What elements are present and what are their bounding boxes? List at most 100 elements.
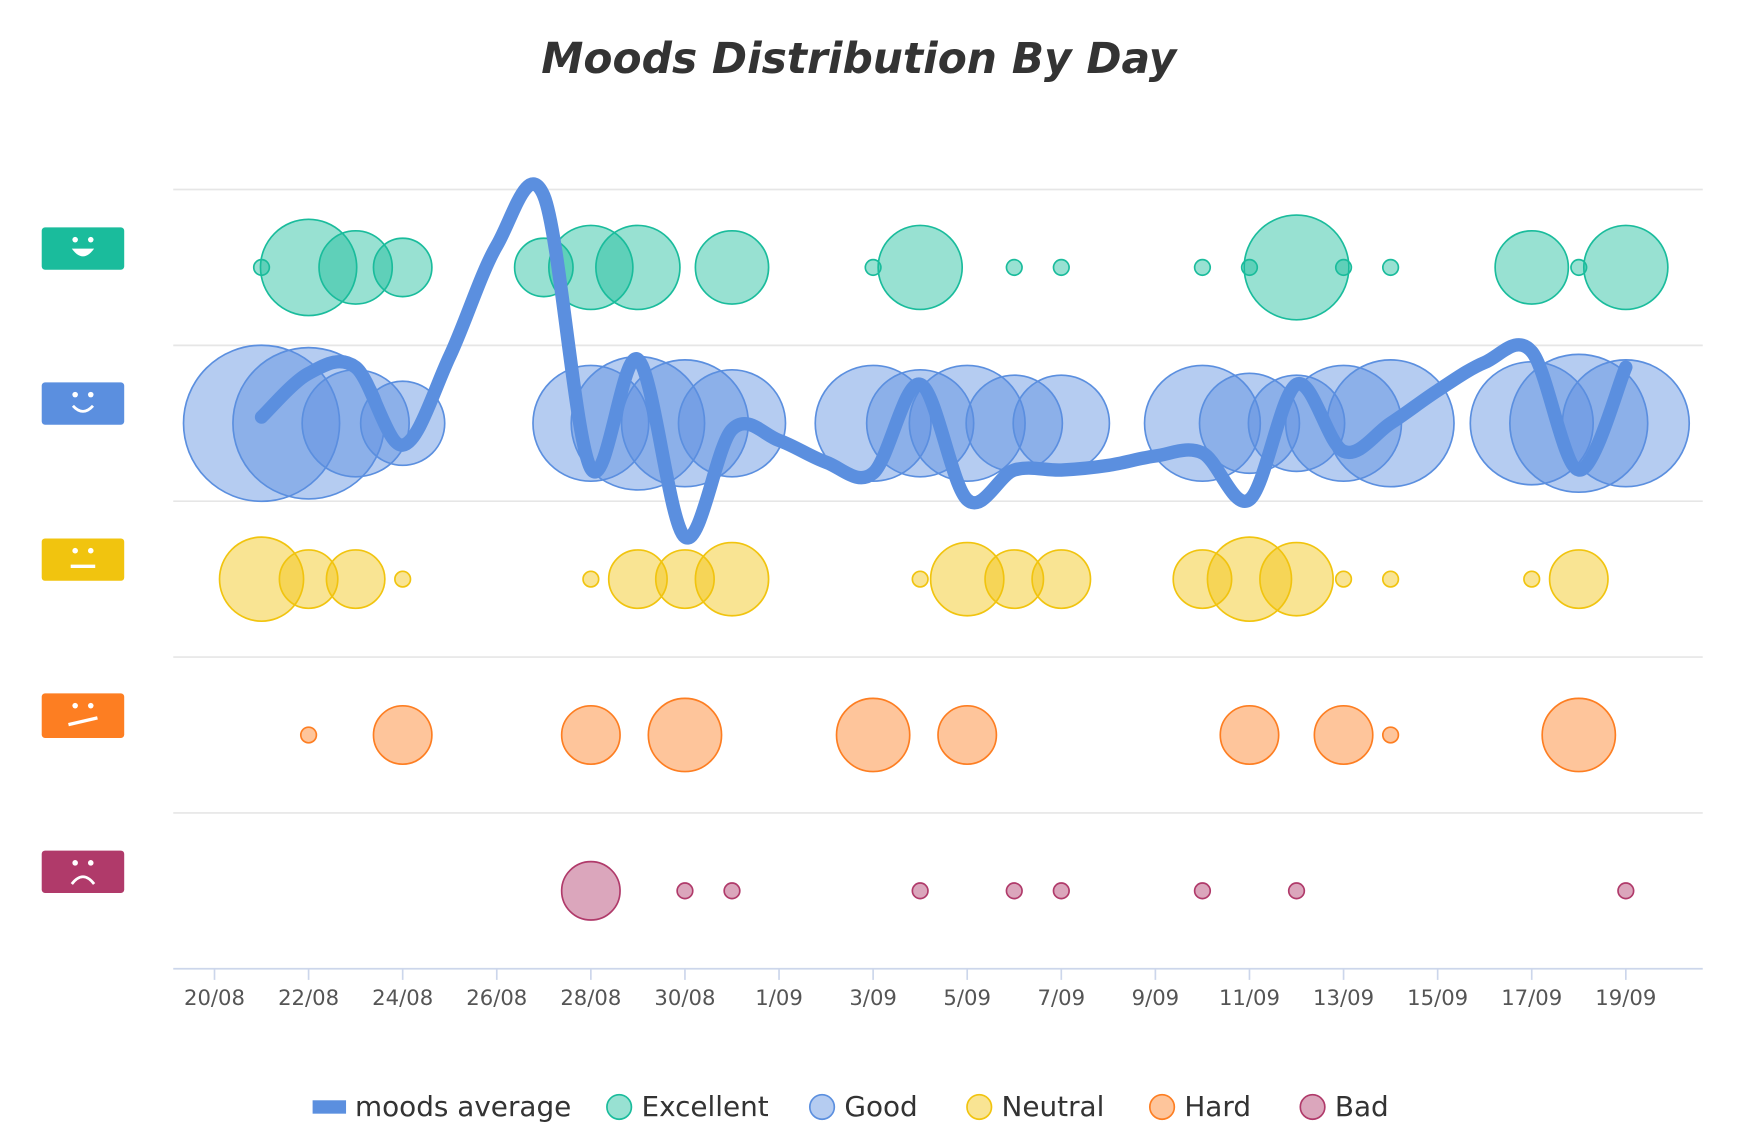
legend-item[interactable]: Bad	[1299, 1090, 1389, 1123]
bubble	[937, 704, 998, 766]
bubble	[1219, 704, 1280, 766]
legend-swatch	[606, 1093, 633, 1121]
x-tick-label: 19/09	[1595, 985, 1656, 1010]
icon-bad	[41, 850, 125, 893]
x-tick-label: 1/09	[755, 985, 803, 1010]
x-tick-label: 30/08	[654, 985, 715, 1010]
legend-item[interactable]: Good	[808, 1090, 918, 1123]
row-icons	[41, 227, 125, 893]
legend-label: Neutral	[1002, 1090, 1105, 1123]
x-tick-label: 13/09	[1313, 985, 1374, 1010]
x-tick-label: 24/08	[372, 985, 433, 1010]
average-line	[254, 177, 1633, 545]
icon-neutral	[41, 538, 125, 581]
bubble	[372, 237, 433, 298]
legend-item[interactable]: Neutral	[966, 1090, 1105, 1123]
bubble	[607, 549, 668, 610]
bubble	[911, 882, 929, 900]
bubble	[1334, 258, 1353, 277]
bubble	[372, 704, 433, 766]
bubble	[911, 570, 929, 588]
bubble	[1334, 570, 1353, 588]
legend-swatch	[312, 1100, 347, 1114]
x-tick-label: 20/08	[184, 985, 245, 1010]
bubble	[595, 224, 681, 311]
legend-item[interactable]: moods average	[312, 1090, 572, 1123]
bubble	[835, 697, 911, 773]
bubble	[1381, 726, 1400, 744]
x-tick-label: 5/09	[943, 985, 991, 1010]
bubble	[1005, 258, 1023, 277]
chart-title: Moods Distribution By Day	[541, 34, 1179, 83]
x-tick-label: 9/09	[1132, 985, 1180, 1010]
bubble	[1172, 549, 1233, 610]
bubble	[259, 218, 358, 317]
bubble	[694, 229, 770, 305]
bubble	[1243, 214, 1350, 321]
bubble	[325, 549, 386, 610]
icon-hard	[41, 693, 125, 738]
bubble	[1206, 536, 1293, 622]
bubble	[1582, 224, 1669, 311]
bubble	[1494, 229, 1570, 305]
bubble	[723, 882, 741, 900]
bubble	[908, 364, 1026, 482]
bubble	[676, 882, 694, 900]
legend-swatch	[1148, 1093, 1176, 1121]
x-tick-label: 17/09	[1501, 985, 1562, 1010]
bubble	[1240, 258, 1259, 277]
bubble	[560, 860, 621, 921]
bubble	[1052, 882, 1070, 900]
bubble	[1012, 374, 1111, 473]
legend-swatch	[1299, 1093, 1326, 1121]
bubble	[547, 224, 634, 311]
legend-label: Good	[844, 1090, 917, 1123]
bubble	[984, 549, 1045, 610]
bubble	[318, 229, 394, 305]
icon-excellent	[41, 227, 125, 270]
x-tick-label: 11/09	[1219, 985, 1280, 1010]
legend-swatch	[808, 1093, 836, 1121]
bubble	[1523, 570, 1541, 588]
icon-good	[41, 382, 125, 425]
x-tick-label: 28/08	[560, 985, 621, 1010]
x-tick-label: 26/08	[466, 985, 527, 1010]
bubble	[694, 541, 770, 617]
bubble	[1052, 258, 1070, 277]
lines	[254, 177, 1633, 545]
bubble	[1259, 541, 1334, 617]
x-tick-label: 7/09	[1038, 985, 1086, 1010]
bubble	[1570, 258, 1588, 277]
legend-item[interactable]: Excellent	[606, 1090, 769, 1123]
bubble	[654, 549, 715, 610]
x-tick-label: 3/09	[849, 985, 897, 1010]
bubble	[1193, 258, 1212, 277]
x-tick-label: 15/09	[1407, 985, 1468, 1010]
bubble	[1381, 570, 1400, 588]
bubbles	[182, 214, 1691, 921]
bubble	[1193, 882, 1212, 900]
bubble	[218, 536, 305, 622]
legend-label: Bad	[1335, 1090, 1389, 1123]
bubble	[864, 258, 882, 277]
bubble	[394, 570, 412, 588]
bubble	[1031, 549, 1092, 610]
bubble	[1287, 882, 1306, 900]
bubble	[1617, 882, 1635, 900]
legend-swatch	[966, 1093, 993, 1121]
bubble	[877, 224, 964, 311]
bubble	[278, 549, 339, 610]
legend-label: Excellent	[641, 1090, 768, 1123]
bubble	[1541, 697, 1617, 773]
bubble	[560, 704, 621, 766]
bubble	[1313, 704, 1374, 766]
legend-item[interactable]: Hard	[1148, 1090, 1251, 1123]
bubble	[929, 541, 1005, 617]
legend: moods average Excellent Good Neutral Hard Bad	[312, 1090, 1389, 1123]
bubble	[582, 570, 600, 588]
bubble	[647, 697, 723, 773]
legend-label: Hard	[1184, 1090, 1251, 1123]
legend-label: moods average	[355, 1090, 571, 1123]
